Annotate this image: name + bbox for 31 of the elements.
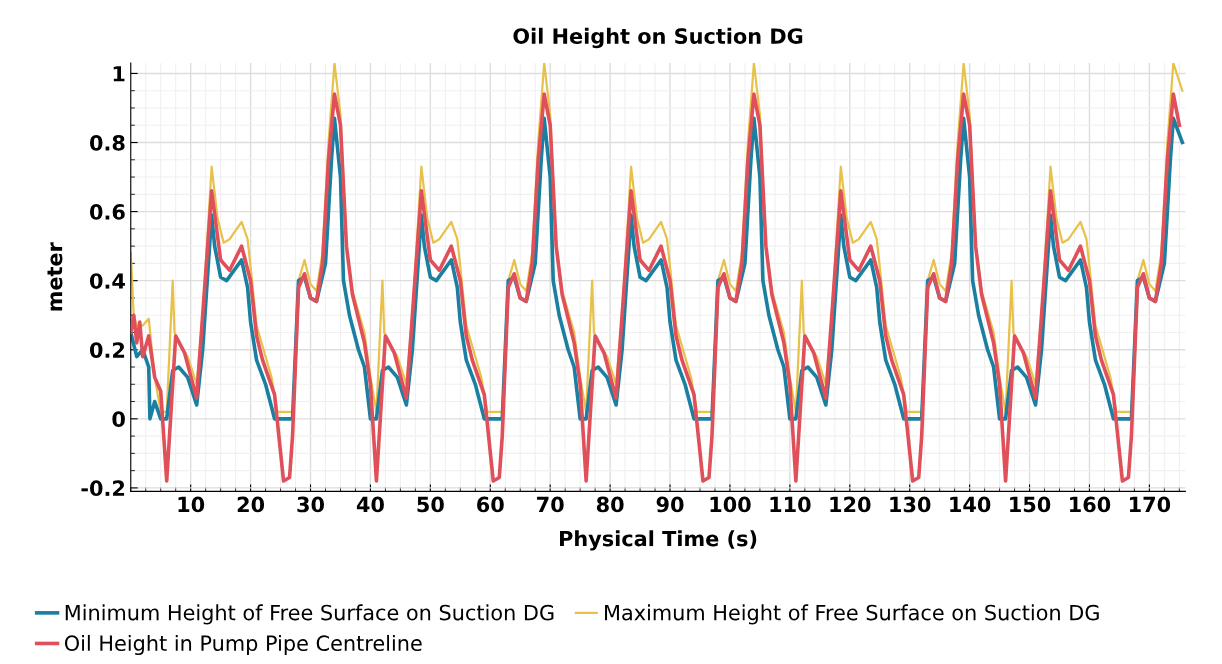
- x-tick-label: 40: [356, 496, 384, 513]
- x-tick-label: 70: [537, 496, 564, 513]
- x-tick-label: 20: [237, 496, 265, 513]
- x-tick-label: 160: [1070, 496, 1111, 513]
- y-tick-label: -0.2: [81, 480, 125, 497]
- x-tick-label: 140: [950, 496, 991, 513]
- y-tick-label: 0.8: [89, 134, 125, 151]
- y-tick-label: 0.6: [89, 204, 125, 220]
- x-tick-label: 30: [297, 496, 325, 513]
- x-tick-label: 80: [596, 496, 624, 513]
- y-axis-title: meter: [47, 242, 63, 311]
- x-axis-title: Physical Time (s): [560, 530, 757, 551]
- y-tick-label: 0.4: [89, 273, 125, 289]
- legend-label: Maximum Height of Free Surface on Suction DG: [605, 604, 1099, 625]
- legend-label: Oil Height in Pump Pipe Centreline: [64, 634, 422, 656]
- y-tick-label: 0: [112, 411, 125, 428]
- y-tick-label: 0.2: [89, 342, 125, 358]
- x-tick-label: 120: [830, 496, 871, 513]
- x-tick-label: 170: [1130, 496, 1171, 513]
- x-tick-label: 110: [770, 496, 811, 513]
- x-tick-label: 50: [417, 496, 444, 513]
- x-tick-label: 130: [890, 496, 931, 513]
- line-series: [130, 92, 1182, 483]
- x-tick-label: 90: [656, 496, 684, 513]
- y-tick-label: 1: [113, 66, 125, 82]
- legend-label: Minimum Height of Free Surface on Suction DG: [65, 604, 554, 625]
- x-tick-label: 100: [710, 496, 751, 513]
- x-tick-label: 10: [178, 496, 205, 513]
- x-tick-label: 60: [477, 496, 504, 513]
- x-tick-label: 150: [1010, 496, 1051, 513]
- chart-title: Oil Height on Suction DG: [513, 27, 803, 49]
